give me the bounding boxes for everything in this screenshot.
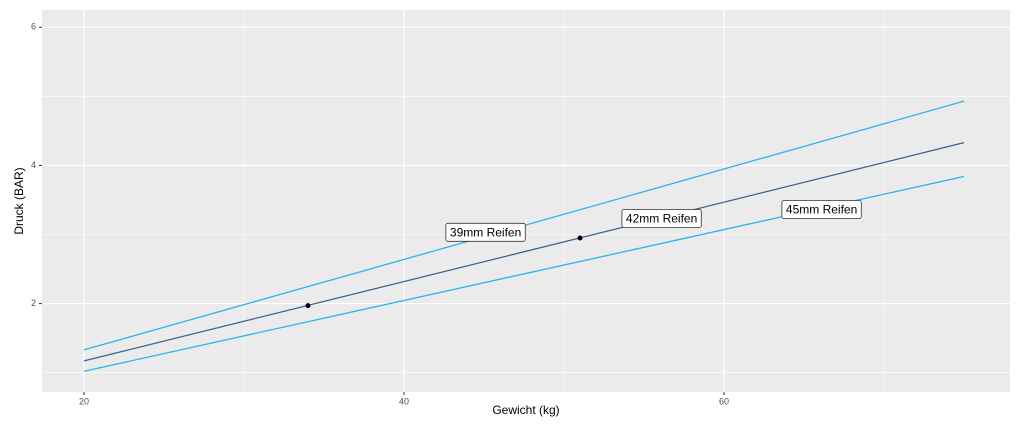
label-text: 39mm Reifen [450,225,521,239]
label-box [621,209,702,228]
label-text: 42mm Reifen [626,211,697,225]
point [305,303,311,309]
x-tick-label: 20 [79,396,89,406]
label-box [445,222,526,242]
line-label: 39mm Reifen [445,222,526,242]
x-axis-title: Gewicht (kg) [492,403,559,417]
line-label: 42mm Reifen [621,209,702,228]
label-text: 45mm Reifen [786,202,857,216]
x-tick-label: 60 [719,396,729,406]
y-axis-title: Druck (BAR) [12,167,26,234]
line-label: 45mm Reifen [781,200,862,219]
point [577,235,583,241]
y-tick-label: 6 [31,22,36,32]
y-tick-label: 2 [31,298,36,308]
x-tick-label: 40 [399,396,409,406]
label-box [781,200,862,219]
y-tick-label: 4 [31,160,36,170]
line [83,141,965,362]
